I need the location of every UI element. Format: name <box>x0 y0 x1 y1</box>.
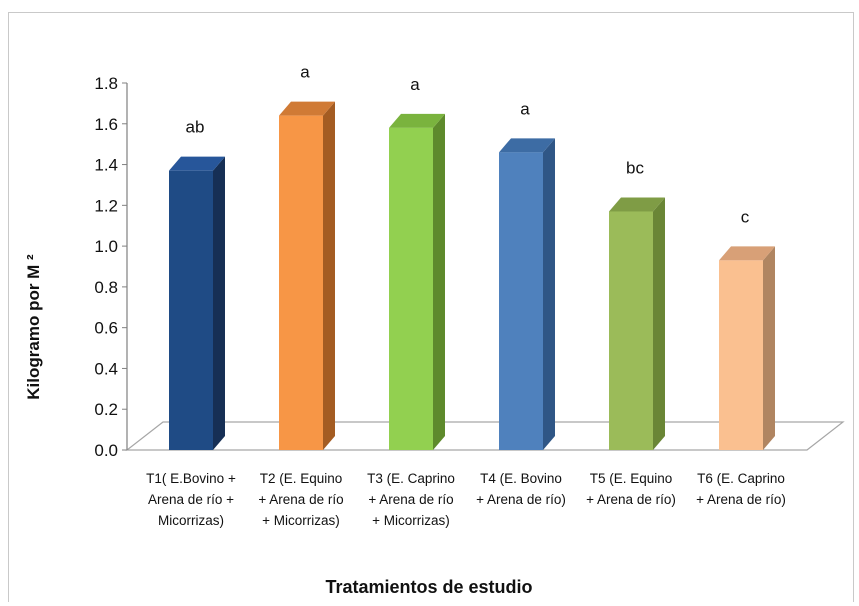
y-tick-label: 0.6 <box>94 319 118 338</box>
category-label-line: + Micorrizas) <box>262 513 340 528</box>
bar-top <box>499 138 555 153</box>
bar-front <box>719 260 763 450</box>
category-label-line: T1( E.Bovino + <box>146 471 236 486</box>
category-label-line: + Arena de río) <box>476 492 566 507</box>
significance-label: bc <box>626 158 644 177</box>
bar <box>719 246 775 450</box>
category-label-line: T5 (E. Equino <box>590 471 673 486</box>
y-tick-label: 1.2 <box>94 196 118 215</box>
significance-label: a <box>300 63 310 82</box>
bar <box>499 138 555 451</box>
category-label-line: + Micorrizas) <box>372 513 450 528</box>
bar-front <box>499 152 543 451</box>
category-label: T4 (E. Bovino + Arena de río) <box>476 471 566 507</box>
category-label-line: T3 (E. Caprino <box>367 471 455 486</box>
category-label-line: T4 (E. Bovino <box>480 471 562 486</box>
significance-label: ab <box>186 118 205 137</box>
bar-side <box>653 197 665 450</box>
category-label-line: T2 (E. Equino <box>260 471 343 486</box>
x-axis-label: Tratamientos de estudio <box>325 577 532 597</box>
y-tick-label: 1.4 <box>94 156 118 175</box>
category-label: T2 (E. Equino + Arena de río + Micorrizas) <box>258 471 343 528</box>
y-tick-label: 1.8 <box>94 74 118 93</box>
bar-top <box>609 197 665 212</box>
bar-chart: 0.00.20.40.60.81.01.21.41.61.8 abaaabcc … <box>24 63 845 597</box>
bar <box>169 156 225 450</box>
category-labels: T1( E.Bovino + Arena de río + Micorrizas)T… <box>146 471 786 528</box>
bar-top <box>389 113 445 128</box>
significance-label: a <box>520 99 530 118</box>
category-label-line: Arena de río + <box>148 492 234 507</box>
category-label-line: + Arena de río) <box>696 492 786 507</box>
bar <box>279 101 335 450</box>
category-label-line: Micorrizas) <box>158 513 224 528</box>
bar-side <box>433 113 445 450</box>
bars <box>169 101 775 451</box>
bar-top <box>719 246 775 261</box>
category-label-line: + Arena de río) <box>586 492 676 507</box>
category-label-line: + Arena de río <box>368 492 453 507</box>
bar-top <box>169 156 225 171</box>
bar-side <box>763 246 775 450</box>
bar-side <box>543 138 555 451</box>
significance-label: a <box>410 75 420 94</box>
y-tick-label: 0.0 <box>94 441 118 460</box>
category-label: T5 (E. Equino + Arena de río) <box>586 471 676 507</box>
significance-labels: ab a a a bc c <box>186 63 750 227</box>
y-tick-labels: 0.0 0.2 0.4 0.6 0.8 1.0 1.2 1.4 1.6 1.8 <box>94 74 127 460</box>
y-tick-label: 0.8 <box>94 278 118 297</box>
category-label: T1( E.Bovino + Arena de río + Micorrizas) <box>146 471 236 528</box>
bar-top <box>279 101 335 116</box>
y-tick-label: 1.0 <box>94 237 118 256</box>
bar-front <box>389 127 433 450</box>
category-label-line: T6 (E. Caprino <box>697 471 785 486</box>
significance-label: c <box>741 207 750 226</box>
y-tick-label: 0.4 <box>94 359 118 378</box>
bar-side <box>323 101 335 450</box>
bar-side <box>213 156 225 450</box>
y-tick-label: 0.2 <box>94 400 118 419</box>
bar <box>609 197 665 450</box>
bar-front <box>169 170 213 450</box>
y-tick-label: 1.6 <box>94 115 118 134</box>
bar-front <box>279 115 323 450</box>
bar-front <box>609 211 653 450</box>
y-axis-label: Kilogramo por M ² <box>24 254 43 400</box>
category-label: T6 (E. Caprino + Arena de río) <box>696 471 786 507</box>
category-label: T3 (E. Caprino + Arena de río + Micorrizas… <box>367 471 455 528</box>
category-label-line: + Arena de río <box>258 492 343 507</box>
chart-frame: 0.0 0.2 0.4 0.6 0.8 1.0 1.2 1.4 1.6 1.8 ab a a a bc c … <box>8 12 854 602</box>
bar <box>389 113 445 450</box>
